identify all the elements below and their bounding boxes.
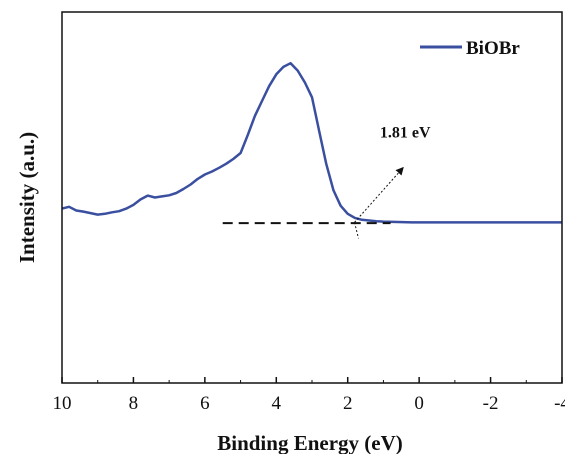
x-tick-label: 4	[272, 393, 282, 414]
x-tick-label: -2	[483, 393, 499, 414]
x-tick-label: 8	[129, 393, 139, 414]
x-tick-label: 6	[200, 393, 210, 414]
plot-area: 1.81 eV	[61, 61, 562, 239]
legend: BiOBr	[420, 38, 520, 59]
legend-label-biobr: BiOBr	[466, 38, 520, 59]
series-line-biobr	[61, 61, 562, 224]
annotation-label: 1.81 eV	[380, 124, 431, 141]
x-axis-title: Binding Energy (eV)	[217, 431, 403, 454]
x-tick-label: 0	[414, 393, 424, 414]
annotation-tail	[354, 222, 359, 239]
x-axis-ticks: 10 8 6 4 2 0 -2 -4	[53, 377, 565, 414]
plot-frame	[61, 11, 563, 384]
x-tick-label: 2	[343, 393, 353, 414]
annotation-arrow	[354, 166, 404, 223]
y-axis-title: Intensity (a.u.)	[15, 132, 39, 263]
x-tick-label: 10	[53, 393, 72, 414]
x-tick-label: -4	[554, 393, 565, 414]
